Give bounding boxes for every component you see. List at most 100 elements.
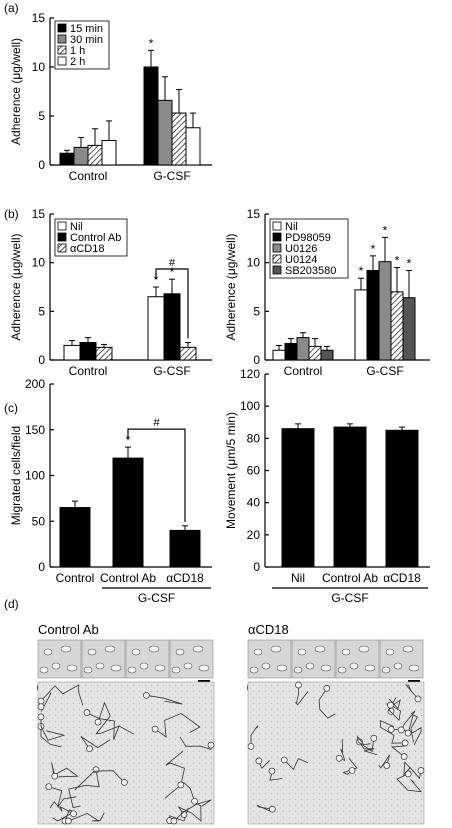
y-tick-label: 15 <box>32 207 46 221</box>
cell <box>349 662 359 670</box>
significance-star: * <box>395 254 400 268</box>
significance-star: * <box>149 36 154 50</box>
legend-box <box>269 218 349 279</box>
cell <box>87 648 97 656</box>
significance-mark: # <box>169 257 176 269</box>
legend-label: Nil <box>70 221 83 233</box>
legend-label: U0126 <box>285 243 317 255</box>
cell <box>120 779 128 786</box>
category-label: Control <box>56 571 95 585</box>
cell <box>261 662 271 670</box>
cell <box>142 691 150 699</box>
bar <box>163 293 181 361</box>
cell <box>43 648 53 656</box>
cell-track <box>173 799 212 822</box>
cell <box>83 666 93 674</box>
bar <box>143 66 159 166</box>
chart-c2: 0 20 40 60 80 100 120 Movement (μm/5 min) Nil Con… <box>224 367 430 605</box>
cell <box>151 725 159 733</box>
significance-star: * <box>154 273 159 287</box>
bar <box>281 428 315 568</box>
cell-track <box>403 761 422 780</box>
cell-track <box>379 720 406 744</box>
cell-track <box>154 712 201 738</box>
bar <box>308 345 322 361</box>
cell <box>127 666 137 674</box>
bar <box>63 344 81 361</box>
legend-swatch <box>57 221 67 231</box>
cell <box>401 739 409 747</box>
cell <box>320 664 332 672</box>
cell <box>268 767 276 775</box>
legend-swatch <box>57 56 67 66</box>
cell <box>255 757 263 765</box>
group-label: G-CSF <box>138 591 175 605</box>
bar <box>333 426 367 568</box>
cell <box>341 648 351 656</box>
category-label: αCD18 <box>166 571 204 585</box>
track-image-acd18 <box>247 681 425 825</box>
y-tick-label: 15 <box>32 11 46 25</box>
cell <box>60 645 72 653</box>
cell <box>191 797 198 805</box>
cell <box>65 817 72 825</box>
category-label: Control <box>69 364 108 378</box>
significance-bracket <box>127 428 186 522</box>
cell <box>381 666 391 674</box>
cell <box>247 743 255 750</box>
cell <box>171 666 181 674</box>
category-label: G-CSF <box>153 169 190 183</box>
legend-box <box>54 218 128 257</box>
cell <box>183 662 193 670</box>
y-tick-label: 0 <box>38 560 45 574</box>
cell-track <box>95 701 120 735</box>
cell <box>70 810 77 818</box>
cell <box>293 666 303 674</box>
cell-track <box>407 714 418 743</box>
y-tick-label: 0 <box>38 158 45 172</box>
cell-track <box>318 688 336 719</box>
legend-label: SB203580 <box>285 265 336 277</box>
cell-tracks-acd18 <box>247 681 425 813</box>
cell-track <box>51 762 79 778</box>
y-tick-label: 15 <box>247 207 261 221</box>
cell-track <box>396 773 422 793</box>
legend-label: Control Ab <box>70 232 121 244</box>
cell-tracks-control-ab <box>37 684 215 825</box>
cell <box>83 709 91 716</box>
cell <box>51 772 59 780</box>
bar <box>179 346 197 361</box>
cell-track <box>40 726 62 748</box>
cell-track <box>80 736 111 749</box>
category-label: G-CSF <box>153 364 190 378</box>
category-label: G-CSF <box>366 364 403 378</box>
legend-swatch <box>272 232 282 242</box>
cell <box>387 701 394 709</box>
y-tick-label: 200 <box>25 377 45 391</box>
cell <box>323 684 331 692</box>
legend-label: U0124 <box>285 254 317 266</box>
y-tick-label: 150 <box>25 423 45 437</box>
y-tick-label: 5 <box>253 304 260 318</box>
cell-track <box>165 750 185 785</box>
cell <box>305 662 315 670</box>
y-tick-label: 50 <box>32 514 46 528</box>
y-tick-label: 20 <box>247 528 261 542</box>
bar <box>272 349 286 361</box>
cell <box>249 666 259 674</box>
cell-track <box>49 801 74 815</box>
panel-label-b: (b) <box>4 207 19 221</box>
panel-label-c: (c) <box>4 401 18 415</box>
cell-track <box>342 758 358 775</box>
y-tick-label: 5 <box>38 109 45 123</box>
bar <box>95 346 113 361</box>
cell <box>397 726 405 734</box>
chart-a: 0 5 10 15 Adherence (μg/well) Control G-CSF 15 … <box>9 11 212 183</box>
bar <box>147 296 165 361</box>
cell-track <box>295 684 309 706</box>
bar <box>171 112 187 166</box>
